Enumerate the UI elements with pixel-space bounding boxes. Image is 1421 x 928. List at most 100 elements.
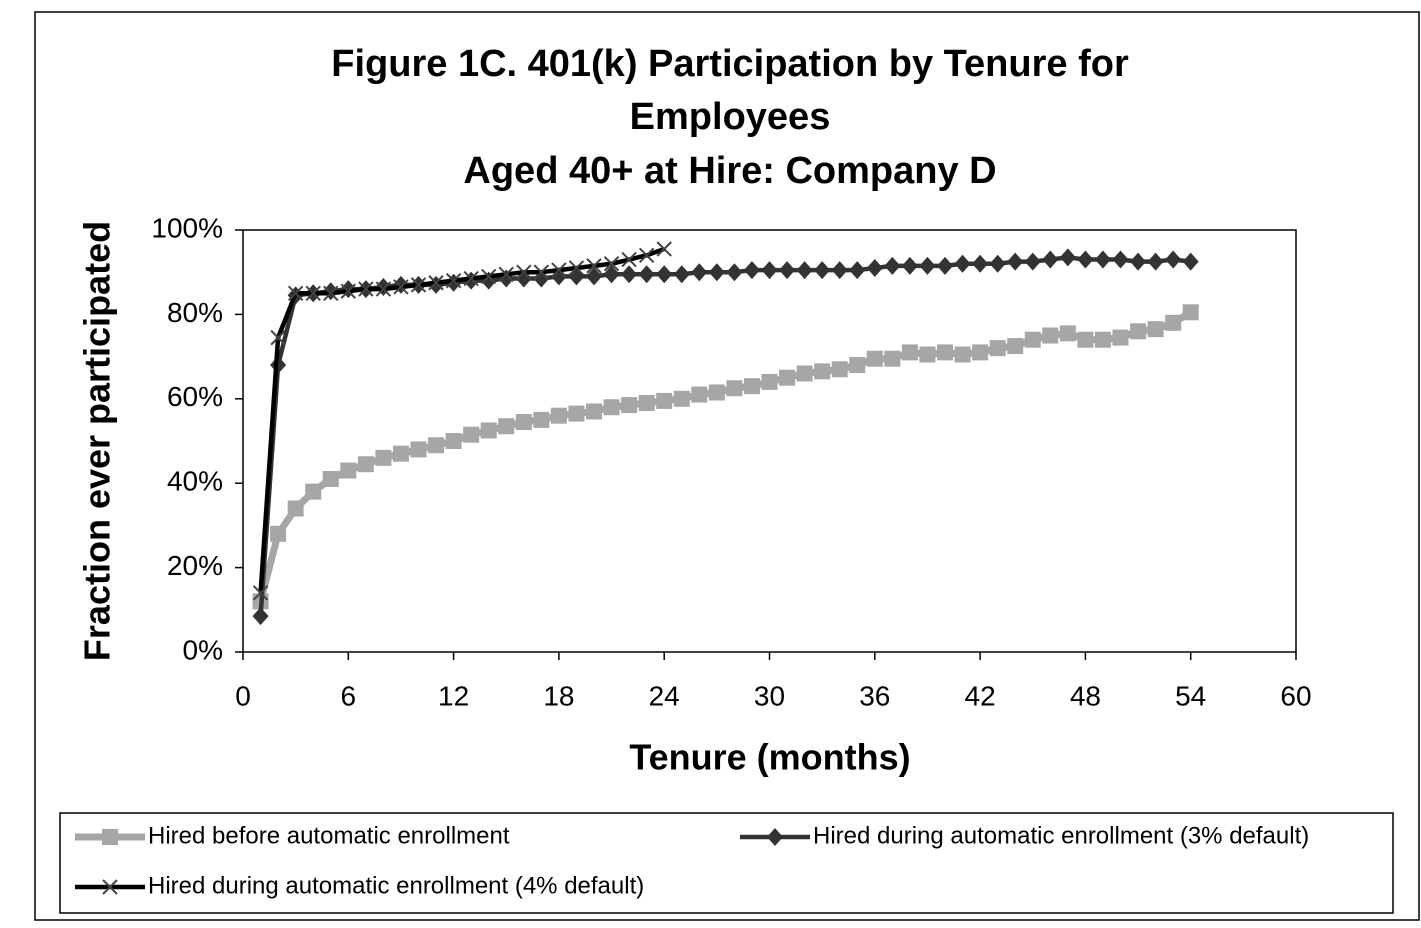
marker: [1059, 248, 1076, 267]
marker: [603, 256, 620, 272]
legend-box: [59, 812, 1394, 914]
marker: [603, 399, 620, 416]
x-tick-label: 36: [859, 680, 890, 711]
marker: [972, 254, 989, 273]
marker: [831, 261, 848, 280]
marker: [814, 261, 831, 280]
marker: [498, 266, 514, 283]
marker: [393, 279, 409, 295]
marker: [516, 264, 532, 280]
marker: [673, 390, 690, 407]
marker: [480, 268, 497, 285]
x-tick-label: 48: [1070, 680, 1101, 711]
marker: [954, 254, 971, 273]
marker: [708, 384, 725, 401]
y-axis-label: Fraction ever participated: [77, 221, 118, 661]
marker: [1094, 331, 1111, 348]
marker: [498, 418, 515, 435]
marker: [568, 260, 585, 276]
marker: [656, 392, 673, 409]
marker: [603, 265, 620, 284]
marker: [1042, 327, 1059, 344]
marker: [445, 272, 462, 289]
marker: [638, 395, 655, 412]
marker: [761, 261, 778, 280]
marker: [691, 263, 708, 282]
marker: [357, 456, 374, 473]
marker: [972, 344, 989, 361]
marker: [375, 449, 392, 466]
marker: [901, 256, 918, 275]
chart-border: [34, 11, 1420, 921]
marker: [814, 363, 831, 380]
marker: [866, 350, 883, 367]
marker: [743, 378, 760, 395]
marker: [937, 344, 953, 361]
marker: [796, 365, 813, 382]
marker: [410, 441, 427, 458]
marker: [1094, 250, 1111, 269]
marker: [252, 607, 269, 626]
legend-label: Hired before automatic enrollment: [148, 822, 510, 849]
marker: [305, 483, 322, 500]
marker: [322, 470, 339, 487]
marker: [586, 258, 602, 274]
marker: [102, 879, 118, 895]
legend-label: Hired during automatic enrollment (4% de…: [148, 872, 644, 899]
y-tick-label: 80%: [167, 297, 223, 328]
chart-title: Employees: [630, 96, 831, 138]
x-tick-label: 30: [754, 680, 785, 711]
marker: [305, 285, 321, 302]
marker: [102, 829, 118, 845]
marker: [673, 265, 690, 284]
marker: [533, 411, 550, 428]
marker: [708, 263, 725, 282]
marker: [1059, 325, 1076, 342]
marker: [761, 373, 778, 390]
marker: [1182, 304, 1199, 321]
y-tick-label: 20%: [167, 550, 223, 581]
marker: [779, 369, 796, 386]
marker: [1147, 321, 1164, 338]
marker: [743, 261, 760, 280]
marker: [726, 263, 743, 282]
marker: [849, 357, 866, 374]
marker: [901, 344, 918, 361]
marker: [340, 283, 357, 299]
marker: [621, 397, 638, 414]
marker: [428, 437, 445, 454]
marker: [358, 281, 374, 297]
marker: [638, 247, 655, 264]
x-tick-label: 60: [1280, 680, 1311, 711]
legend-label: Hired during automatic enrollment (3% de…: [813, 822, 1309, 849]
marker: [1007, 252, 1024, 271]
marker: [515, 414, 532, 431]
marker: [392, 445, 409, 462]
marker: [656, 241, 672, 257]
marker: [1024, 331, 1041, 348]
marker: [1112, 250, 1129, 269]
marker: [919, 346, 936, 363]
x-tick-label: 12: [438, 680, 469, 711]
x-tick-label: 42: [965, 680, 996, 711]
marker: [691, 386, 708, 403]
chart-title: Figure 1C. 401(k) Participation by Tenur…: [331, 43, 1129, 85]
chart-title: Aged 40+ at Hire: Company D: [463, 150, 996, 192]
marker: [1182, 252, 1199, 271]
marker: [586, 403, 602, 420]
marker: [638, 265, 655, 284]
marker: [989, 254, 1006, 273]
x-tick-label: 54: [1175, 680, 1206, 711]
marker: [831, 361, 848, 378]
x-tick-label: 18: [543, 680, 574, 711]
marker: [323, 285, 339, 302]
marker: [1007, 338, 1024, 355]
marker: [621, 265, 638, 284]
x-tick-label: 24: [649, 680, 680, 711]
marker: [428, 275, 444, 291]
marker: [463, 426, 480, 443]
marker: [533, 264, 550, 280]
y-tick-label: 40%: [167, 466, 223, 497]
marker: [849, 261, 866, 280]
